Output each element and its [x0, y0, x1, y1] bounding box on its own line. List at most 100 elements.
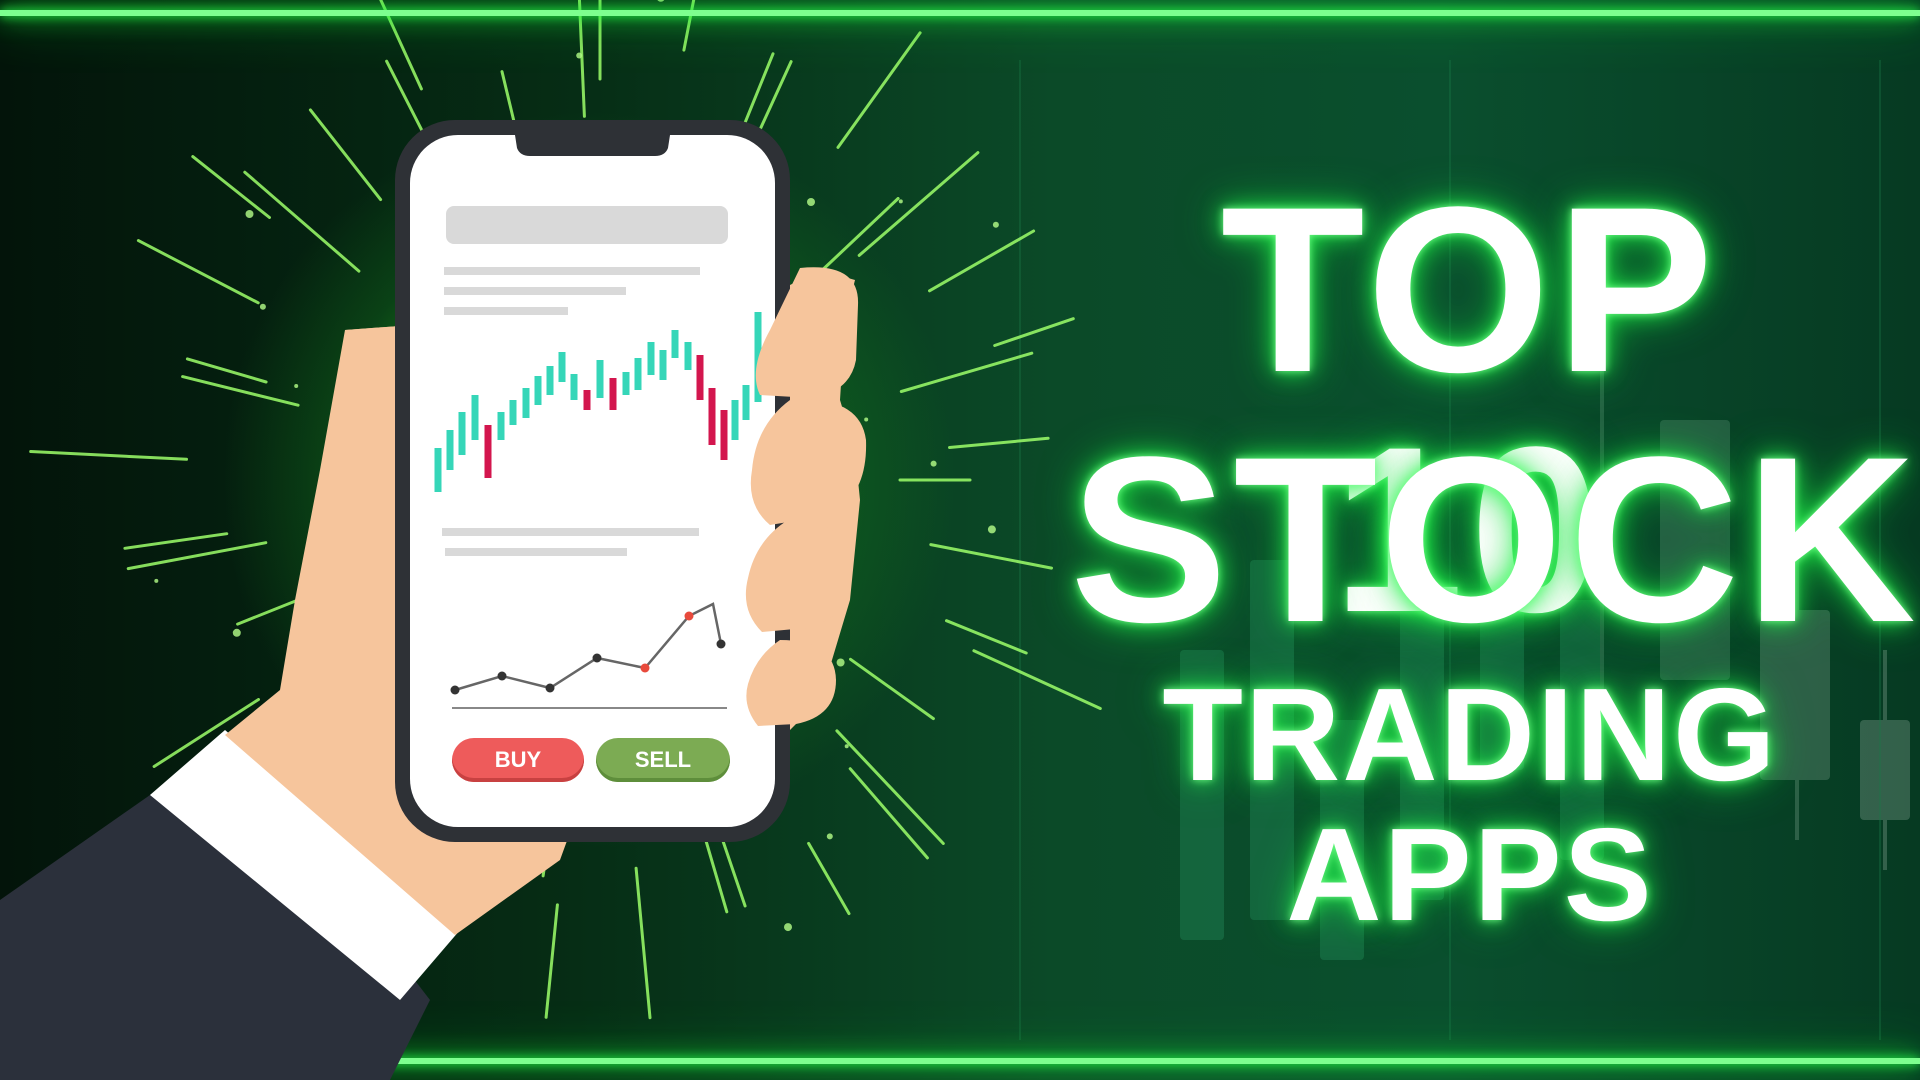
burst-ray: [243, 170, 361, 273]
headline-line-2: STOCK: [1070, 408, 1920, 672]
sparkle: [992, 221, 999, 228]
bg-wick: [1600, 340, 1604, 740]
headline-line-1: TOP 10: [1220, 158, 1720, 662]
sparkle: [826, 833, 833, 840]
sparkle: [294, 384, 299, 388]
bg-candle: [1480, 520, 1524, 770]
bg-wick: [1795, 540, 1799, 840]
bg-candle: [1250, 560, 1294, 920]
phone-candle: [434, 448, 442, 492]
burst-ray: [993, 317, 1075, 347]
line-point: [684, 611, 694, 621]
burst-ray: [948, 436, 1050, 449]
phone-candle: [570, 374, 578, 400]
phone-candle: [509, 400, 517, 425]
phone-notch: [515, 135, 670, 156]
phone-candle: [659, 350, 667, 380]
phone-candlestick-chart: [434, 312, 762, 492]
sparkle: [898, 199, 903, 204]
text-placeholder: [445, 548, 627, 556]
burst-ray: [191, 155, 271, 219]
phone-candle: [720, 410, 728, 460]
sparkle: [807, 198, 815, 206]
line-point: [450, 685, 460, 695]
burst-ray: [929, 543, 1053, 570]
phone-candle: [731, 400, 739, 440]
burst-ray: [899, 351, 1034, 393]
burst-ray: [379, 0, 423, 91]
burst-ray: [835, 729, 945, 845]
sparkle: [987, 525, 996, 534]
line-point: [592, 653, 602, 663]
phone-candle: [742, 385, 750, 420]
shirt-cuff: [150, 730, 460, 1000]
phone-candle: [497, 412, 505, 440]
finger-ring: [745, 520, 852, 632]
screen-header-placeholder: [446, 206, 728, 244]
phone-candle: [522, 388, 530, 418]
burst-ray: [753, 60, 793, 144]
bg-candle: [1860, 720, 1910, 820]
buy-button[interactable]: BUY: [452, 738, 584, 782]
top-neon-border: [0, 10, 1920, 16]
sparkle: [864, 417, 869, 422]
sparkle: [844, 744, 849, 749]
bg-candle: [1320, 720, 1364, 960]
burst-ray: [577, 0, 586, 118]
suit-sleeve: [0, 740, 430, 1080]
sparkle: [836, 658, 845, 667]
phone-candle: [708, 388, 716, 445]
headline-line-3: TRADING APPS: [1162, 661, 1778, 948]
phone-candle: [647, 342, 655, 375]
phone-candle: [484, 425, 492, 478]
burst-ray: [848, 767, 929, 860]
burst-ray: [849, 657, 935, 721]
burst-ray: [123, 532, 229, 550]
phone-candle: [583, 390, 591, 410]
phone-candle: [754, 312, 762, 402]
finger-index: [755, 267, 859, 398]
sparkle: [576, 52, 583, 59]
phone-candle: [684, 342, 692, 370]
text-placeholder: [442, 528, 699, 536]
burst-ray: [152, 698, 260, 768]
bg-wick: [1883, 650, 1887, 870]
burst-ray: [972, 649, 1102, 710]
bg-candle: [1760, 610, 1830, 780]
bottom-neon-border: [0, 1058, 1920, 1064]
burst-ray: [185, 357, 268, 384]
sell-button[interactable]: SELL: [596, 738, 730, 782]
bg-candle: [1400, 600, 1444, 900]
burst-ray: [385, 59, 424, 132]
phone-candle: [671, 330, 679, 358]
burst-ray: [945, 619, 1028, 655]
phone-candle: [634, 358, 642, 390]
phone-candle: [696, 355, 704, 400]
finger-middle: [750, 399, 867, 525]
bg-candle: [1560, 600, 1604, 860]
burst-ray: [857, 151, 980, 257]
burst-ray: [29, 450, 188, 461]
burst-ray: [308, 108, 383, 202]
sparkle: [657, 0, 665, 2]
phone-candle: [471, 395, 479, 440]
burst-ray: [126, 541, 268, 571]
burst-ray: [807, 841, 851, 916]
line-chart-points: [450, 611, 726, 695]
sparkle: [930, 460, 937, 467]
sparkle: [245, 210, 254, 218]
headline: TOP 10 STOCK TRADING APPS: [1070, 158, 1920, 948]
phone-candle: [546, 366, 554, 395]
phone-candle: [558, 352, 566, 382]
burst-ray: [928, 229, 1036, 293]
text-placeholder: [444, 267, 700, 275]
burst-ray: [181, 375, 300, 407]
bg-candle: [1180, 650, 1224, 940]
sparkle: [154, 578, 159, 583]
burst-ray: [544, 903, 559, 1019]
burst-ray: [634, 866, 652, 1020]
